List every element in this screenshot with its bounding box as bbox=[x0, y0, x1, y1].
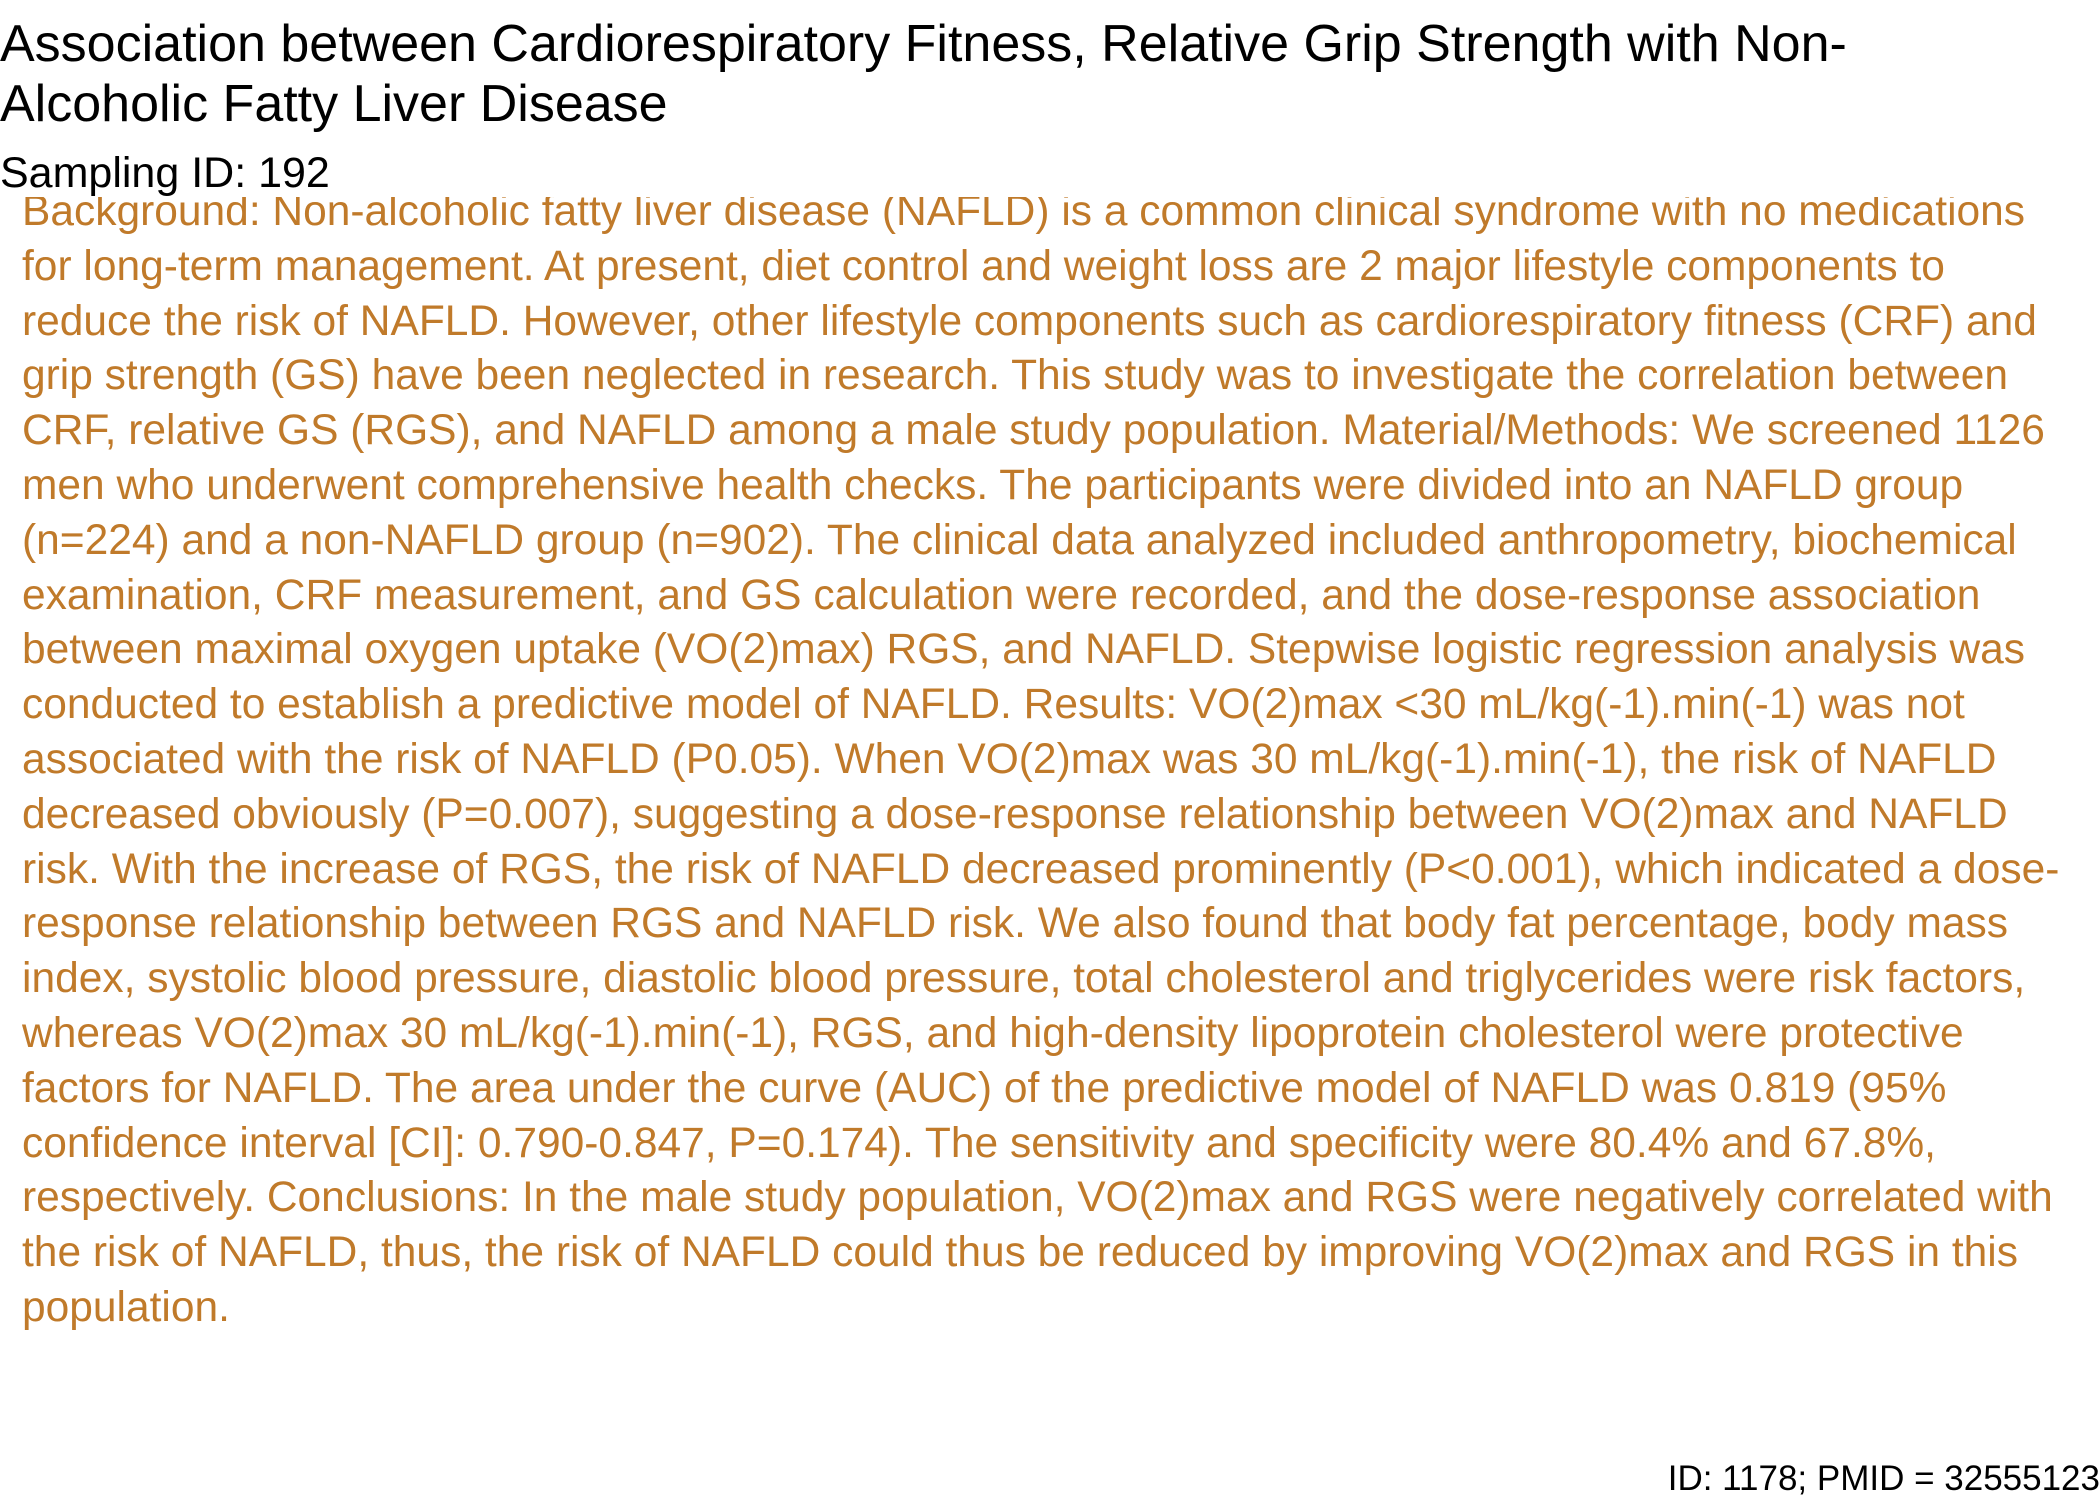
abstract-container: Background: Non-alcoholic fatty liver di… bbox=[22, 197, 2092, 1444]
footer-id: ID: 1178; PMID = 32555123 bbox=[1667, 1459, 2100, 1498]
abstract-text: Background: Non-alcoholic fatty liver di… bbox=[22, 197, 2060, 1331]
document-title: Association between Cardiorespiratory Fi… bbox=[0, 15, 1847, 133]
sampling-id: Sampling ID: 192 bbox=[0, 149, 330, 197]
